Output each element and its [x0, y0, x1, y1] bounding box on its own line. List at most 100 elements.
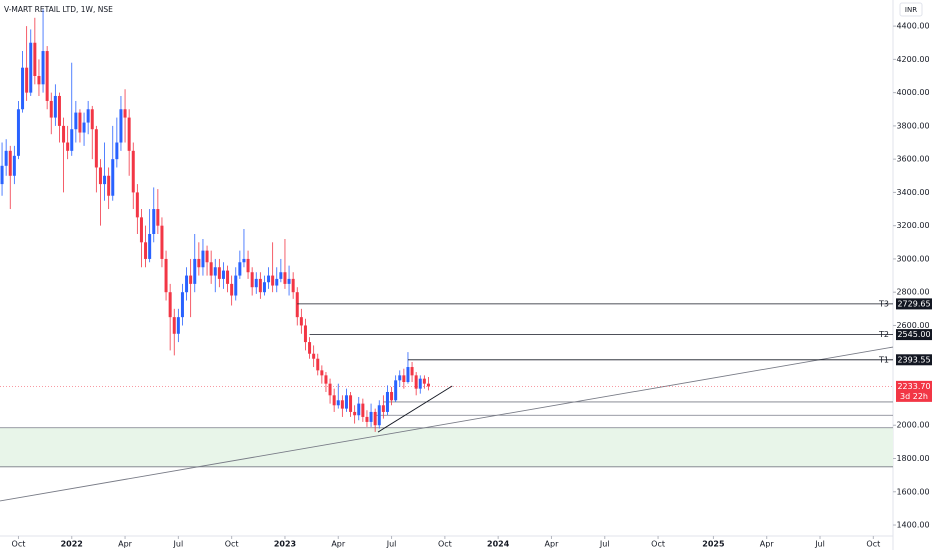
- candle-body: [226, 270, 230, 284]
- support-zone: [0, 427, 893, 467]
- y-tick-label: 4400.00: [896, 22, 929, 31]
- candle-body: [144, 242, 148, 259]
- y-tick-label: 4000.00: [896, 88, 929, 97]
- candle-body: [123, 109, 127, 118]
- target-name: T3: [878, 299, 889, 308]
- y-tick-label: 3000.00: [896, 254, 929, 263]
- target-label-box: [896, 354, 932, 366]
- target-label: 2393.55: [897, 355, 930, 364]
- y-tick-label: 3800.00: [896, 121, 929, 130]
- trendline: [377, 385, 453, 433]
- y-tick-label: 4200.00: [896, 55, 929, 64]
- candle-body: [275, 278, 279, 286]
- candle-body: [90, 109, 94, 130]
- candle-body: [336, 400, 340, 406]
- target-label-box: [896, 329, 932, 341]
- x-tick-label: Oct: [12, 540, 26, 549]
- x-tick-label: Oct: [225, 540, 239, 549]
- chart-title: V-MART RETAIL LTD, 1W, NSE: [4, 5, 113, 14]
- candle-body: [402, 375, 406, 383]
- candle-body: [316, 358, 320, 371]
- y-tick-label: 1400.00: [896, 521, 929, 530]
- x-tick-label: 2022: [61, 540, 83, 549]
- countdown: 3d 22h: [900, 392, 928, 401]
- x-tick-label: 2023: [274, 540, 296, 549]
- candle-body: [303, 325, 307, 343]
- candle-body: [66, 142, 70, 151]
- candle-body: [16, 109, 20, 156]
- y-tick-label: 3400.00: [896, 188, 929, 197]
- candle-body: [205, 250, 209, 263]
- candle-body: [62, 125, 66, 143]
- candle-body: [406, 367, 410, 383]
- candle-body: [193, 258, 197, 284]
- candle-body: [33, 42, 37, 77]
- x-tick-label: Jul: [173, 540, 184, 549]
- candle-body: [78, 112, 82, 133]
- x-tick-label: Apr: [760, 540, 775, 549]
- candle-body: [160, 225, 164, 259]
- candle-body: [168, 292, 172, 318]
- candle-body: [0, 165, 4, 185]
- candle-body: [4, 150, 8, 166]
- candle-body: [148, 233, 152, 259]
- candle-body: [164, 258, 168, 293]
- target-label-box: [896, 298, 932, 310]
- candle-body: [394, 380, 398, 401]
- y-tick-label: 1800.00: [896, 454, 929, 463]
- candle-body: [74, 112, 78, 130]
- target-name: T1: [878, 355, 889, 364]
- x-tick-label: Apr: [545, 540, 560, 549]
- candle-body: [295, 292, 299, 318]
- candle-body: [29, 42, 33, 93]
- candle-body: [217, 267, 221, 279]
- candle-body: [312, 353, 316, 359]
- candle-body: [185, 275, 189, 293]
- x-tick-label: Apr: [331, 540, 346, 549]
- candle-body: [221, 270, 225, 279]
- currency: INR: [905, 6, 917, 14]
- y-tick-label: 2600.00: [896, 321, 929, 330]
- candle-body: [230, 283, 234, 296]
- candle-body: [332, 395, 336, 406]
- candle-body: [324, 375, 328, 384]
- candle-body: [8, 150, 12, 176]
- candle-body: [361, 403, 365, 417]
- candle-body: [12, 155, 16, 176]
- target-label: 2545.00: [897, 330, 930, 339]
- candle-body: [37, 76, 41, 85]
- candle-body: [328, 383, 332, 396]
- target-name: T2: [878, 330, 889, 339]
- candle-body: [246, 258, 250, 273]
- candle-body: [49, 100, 53, 118]
- y-tick-label: 2800.00: [896, 288, 929, 297]
- candle-body: [238, 262, 242, 276]
- candle-body: [283, 272, 287, 284]
- x-tick-label: Oct: [866, 540, 880, 549]
- candle-body: [426, 383, 430, 387]
- candle-body: [189, 275, 193, 284]
- candle-body: [82, 122, 86, 133]
- candle-body: [422, 378, 426, 384]
- y-tick-label: 3200.00: [896, 221, 929, 230]
- candle-body: [279, 272, 283, 279]
- candle-body: [41, 51, 45, 85]
- target-label: 2729.65: [897, 299, 930, 308]
- candle-body: [291, 278, 295, 293]
- currency-box: [899, 2, 923, 17]
- candle-body: [234, 275, 238, 296]
- candle-body: [267, 275, 271, 283]
- candle-body: [53, 95, 57, 118]
- candle-body: [201, 250, 205, 268]
- candle-body: [365, 416, 369, 422]
- candle-body: [373, 411, 377, 426]
- candle-body: [107, 175, 111, 196]
- candle-body: [197, 258, 201, 268]
- candle-body: [418, 378, 422, 389]
- candle-body: [353, 411, 357, 416]
- candle-body: [414, 375, 418, 389]
- candle-body: [369, 411, 373, 422]
- candle-body: [57, 95, 61, 126]
